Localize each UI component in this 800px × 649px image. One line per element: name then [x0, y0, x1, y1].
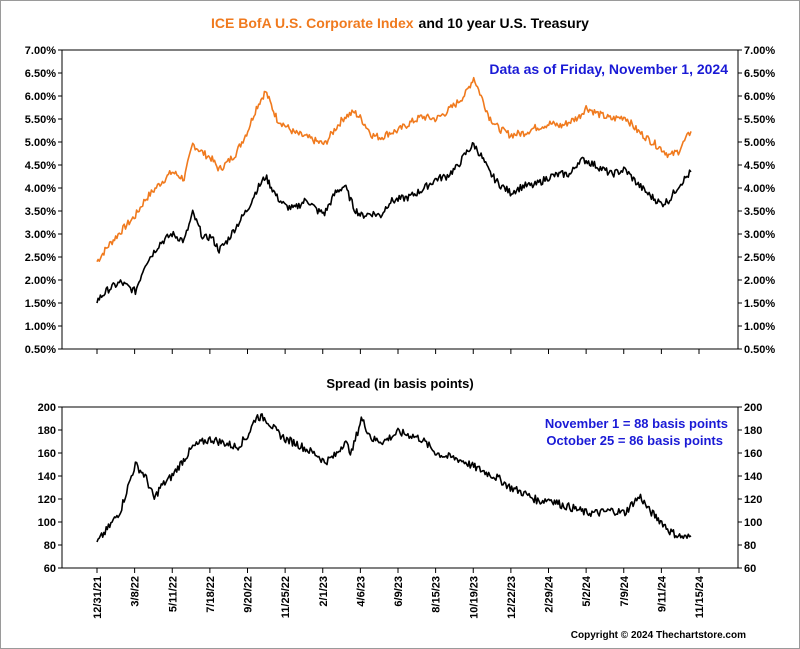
bottom-ytick-label-left: 200	[38, 402, 56, 414]
title-treasury: and 10 year U.S. Treasury	[419, 15, 590, 31]
bottom-y-axis-right: 60 80 100 120 140 160 180 200	[738, 402, 762, 575]
top-ytick-label-left: 5.00%	[25, 137, 56, 149]
bottom-ytick-label-right: 60	[744, 563, 756, 575]
bottom-series-group	[96, 413, 692, 543]
top-ytick-label-left: 3.00%	[25, 229, 56, 241]
top-ytick-label-right: 5.50%	[744, 114, 775, 126]
bottom-ytick-label-left: 60	[44, 563, 56, 575]
bottom-ytick-label-left: 80	[44, 540, 56, 552]
x-tick-label: 5/11/22	[167, 576, 179, 612]
top-y-axis-right: 0.50% 1.00% 1.50% 2.00% 2.50% 3.00% 3.50% 4.00%…	[738, 45, 775, 356]
top-ytick-label-right: 6.00%	[744, 91, 775, 103]
bottom-ytick-label-right: 200	[744, 402, 762, 414]
bottom-ytick-label-left: 140	[38, 471, 56, 483]
x-tick-label: 2/1/23	[318, 576, 330, 607]
top-annotation: Data as of Friday, November 1, 2024	[489, 61, 728, 77]
top-ytick-label-right: 1.00%	[744, 321, 775, 333]
title-corporate: ICE BofA U.S. Corporate Index	[211, 15, 414, 31]
top-ytick-label-left: 0.50%	[25, 344, 56, 356]
top-ytick-label-right: 6.50%	[744, 68, 775, 80]
top-ytick-label-left: 4.50%	[25, 160, 56, 172]
top-ytick-label-right: 2.50%	[744, 252, 775, 264]
x-tick-label: 9/11/24	[656, 575, 668, 612]
x-tick-label: 8/15/23	[431, 576, 443, 613]
x-tick-label: 2/29/24	[544, 575, 556, 613]
bottom-ytick-label-right: 160	[744, 448, 762, 460]
top-ytick-label-right: 7.00%	[744, 45, 775, 57]
top-ytick-label-left: 1.00%	[25, 321, 56, 333]
top-ytick-label-right: 4.00%	[744, 183, 775, 195]
bottom-ytick-label-right: 180	[744, 425, 762, 437]
top-series-group	[96, 76, 692, 304]
bottom-x-axis: 12/31/21 3/8/22 5/11/22 7/18/22 9/20/22 11/25…	[92, 568, 706, 619]
top-ytick-label-left: 4.00%	[25, 183, 56, 195]
bottom-ytick-label-left: 100	[38, 517, 56, 529]
top-ytick-label-right: 2.00%	[744, 275, 775, 287]
bottom-ytick-label-right: 140	[744, 471, 762, 483]
spread-annotation-oct25: October 25 = 86 basis points	[546, 433, 723, 448]
top-ytick-label-right: 3.50%	[744, 206, 775, 218]
treasury-10y-line	[96, 142, 692, 304]
x-tick-label: 12/22/23	[506, 576, 518, 619]
x-tick-label: 3/8/22	[130, 576, 142, 607]
bottom-y-axis-left: 60 80 100 120 140 160 180 200	[38, 402, 62, 575]
copyright-text: Copyright © 2024 Thechartstore.com	[571, 630, 746, 641]
bottom-ytick-label-right: 80	[744, 540, 756, 552]
bottom-ytick-label-right: 120	[744, 494, 762, 506]
top-x-ticks	[96, 349, 700, 354]
x-tick-label: 7/18/22	[205, 576, 217, 613]
bottom-ytick-label-right: 100	[744, 517, 762, 529]
bottom-plot-area	[61, 406, 739, 569]
top-ytick-label-right: 0.50%	[744, 344, 775, 356]
top-ytick-label-left: 6.50%	[25, 68, 56, 80]
top-ytick-label-left: 2.00%	[25, 275, 56, 287]
top-ytick-label-right: 3.00%	[744, 229, 775, 241]
x-tick-label: 4/6/23	[355, 576, 367, 607]
top-ytick-label-left: 1.50%	[25, 298, 56, 310]
x-tick-label: 9/20/22	[243, 576, 255, 613]
chart-title: ICE BofA U.S. Corporate Index and 10 year…	[211, 15, 589, 31]
bottom-ytick-label-left: 180	[38, 425, 56, 437]
x-tick-label: 11/15/24	[694, 575, 706, 618]
top-ytick-label-left: 3.50%	[25, 206, 56, 218]
top-y-axis-left: 0.50% 1.00% 1.50% 2.00% 2.50% 3.00% 3.50% 4.00%…	[25, 45, 62, 356]
x-tick-label: 5/2/24	[581, 575, 593, 606]
top-ytick-label-left: 6.00%	[25, 91, 56, 103]
top-ytick-label-right: 1.50%	[744, 298, 775, 310]
x-tick-label: 10/19/23	[468, 576, 480, 619]
bottom-ytick-label-left: 120	[38, 494, 56, 506]
top-ytick-label-left: 7.00%	[25, 45, 56, 57]
x-tick-label: 12/31/21	[92, 576, 104, 619]
x-tick-label: 6/9/23	[393, 576, 405, 607]
top-ytick-label-left: 5.50%	[25, 114, 56, 126]
top-plot-area	[61, 49, 739, 350]
top-ytick-label-left: 2.50%	[25, 252, 56, 264]
spread-annotation-nov1: November 1 = 88 basis points	[545, 416, 728, 431]
x-tick-label: 7/9/24	[619, 575, 631, 606]
top-ytick-label-right: 5.00%	[744, 137, 775, 149]
spread-line	[96, 413, 692, 543]
spread-title: Spread (in basis points)	[326, 376, 473, 391]
bottom-ytick-label-left: 160	[38, 448, 56, 460]
top-ytick-label-right: 4.50%	[744, 160, 775, 172]
corporate-index-line	[96, 76, 692, 263]
x-tick-label: 11/25/22	[280, 576, 292, 618]
